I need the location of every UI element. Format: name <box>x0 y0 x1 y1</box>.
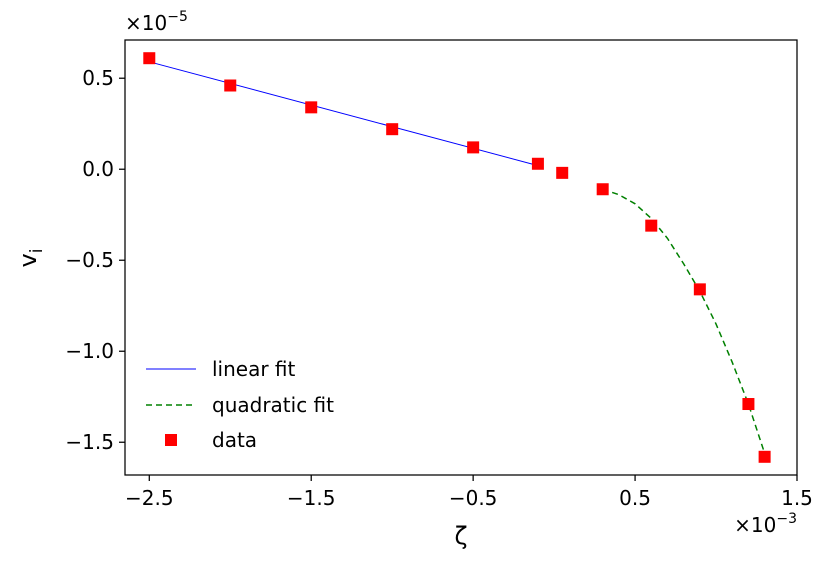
data-point <box>143 52 156 65</box>
x-tick-label: −2.5 <box>125 486 174 510</box>
x-tick-label: −1.5 <box>287 486 336 510</box>
y-axis-label: vi <box>14 249 47 268</box>
plot-frame <box>124 39 798 476</box>
y-tick-label: −1.5 <box>65 430 114 454</box>
data-point <box>758 450 771 463</box>
x-tick-label: 1.5 <box>781 486 813 510</box>
legend: linear fit quadratic fit data <box>146 357 334 452</box>
y-tick-label: 0.5 <box>82 66 114 90</box>
data-point <box>596 183 609 196</box>
data-point <box>531 157 544 170</box>
legend-data-swatch <box>165 434 177 446</box>
y-tick-label: −1.0 <box>65 339 114 363</box>
x-tick-label: 0.5 <box>619 486 651 510</box>
quadratic-fit-line <box>602 188 766 454</box>
linear-fit-line <box>149 61 539 167</box>
x-multiplier: ×10−3 <box>734 511 797 537</box>
data-point <box>467 141 480 154</box>
y-multiplier: ×10−5 <box>125 9 188 35</box>
legend-data-label: data <box>212 428 257 452</box>
data-point <box>645 219 658 232</box>
data-point <box>224 79 237 92</box>
data-point <box>386 123 399 136</box>
legend-quadratic-fit-label: quadratic fit <box>212 393 334 417</box>
y-tick-label: 0.0 <box>82 157 114 181</box>
data-point <box>556 166 569 179</box>
data-point <box>305 101 318 114</box>
data-point <box>693 283 706 296</box>
x-axis-ticks: −2.5 −1.5 −0.5 0.5 1.5 <box>125 475 813 510</box>
legend-linear-fit-label: linear fit <box>212 357 296 381</box>
y-axis-ticks: 0.5 0.0 −0.5 −1.0 −1.5 <box>65 66 125 454</box>
x-tick-label: −0.5 <box>449 486 498 510</box>
x-axis-label: ζ <box>454 522 467 550</box>
data-point <box>742 398 755 411</box>
y-tick-label: −0.5 <box>65 248 114 272</box>
